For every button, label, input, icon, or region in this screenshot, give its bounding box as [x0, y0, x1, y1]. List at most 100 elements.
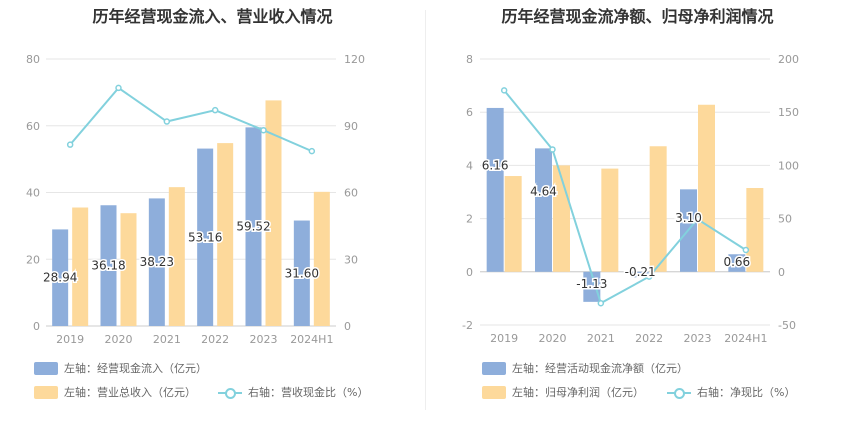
bar: [120, 213, 137, 326]
bar: [293, 220, 310, 326]
bar-data-label: 4.64: [530, 185, 557, 199]
line-point: [66, 141, 74, 148]
legend-label-net-cash-ratio: 右轴：净现比（%）: [697, 386, 796, 399]
bar: [52, 229, 69, 326]
legend-label-net-profit: 左轴：归母净利润（亿元）: [512, 386, 644, 399]
y-right-tick-label: 50: [778, 213, 792, 226]
bar-data-label: -1.13: [576, 277, 607, 291]
legend-item-net-cashflow[interactable]: 左轴：经营活动现金流净额（亿元）: [482, 360, 688, 376]
bar-data-label: 6.16: [482, 158, 509, 172]
y-left-tick-label: 80: [26, 53, 40, 66]
bar: [100, 205, 117, 326]
bar-data-label: 3.10: [675, 211, 702, 225]
bar: [746, 188, 764, 272]
bar: [631, 271, 649, 278]
bar: [583, 271, 601, 302]
x-tick-label: 2019: [490, 332, 518, 345]
legend-item-net-cash-ratio[interactable]: 右轴：净现比（%）: [667, 384, 795, 400]
legend-label-net-cashflow: 左轴：经营活动现金流净额（亿元）: [512, 362, 688, 375]
bar: [217, 143, 234, 326]
bar-data-label: 31.60: [285, 266, 319, 280]
line-point: [597, 299, 605, 307]
chart-svg: 0 20 40 60 80 0 30 60 90 120 2019 2020 2021 2022 2023 2…: [26, 53, 365, 346]
y-left-tick-label: 60: [26, 120, 40, 133]
bar: [535, 148, 552, 272]
line-point: [211, 106, 219, 114]
legend-swatch-cash-inflow: [34, 361, 58, 375]
legend-item-revenue[interactable]: 左轴：营业总收入（亿元）: [34, 384, 196, 400]
y-right-tick-label: 150: [778, 106, 799, 119]
line-point: [694, 215, 701, 223]
bar: [649, 146, 667, 272]
y-left-tick-label: 0: [33, 320, 40, 333]
y-right-tick-label: 0: [344, 320, 351, 333]
y-left-tick-label: 40: [26, 187, 40, 200]
bar: [504, 176, 522, 272]
legend-item-net-profit[interactable]: 左轴：归母净利润（亿元）: [482, 384, 644, 400]
y-right-tick-label: 90: [344, 120, 358, 133]
bar: [72, 207, 89, 326]
bar-data-label: 53.16: [188, 230, 222, 244]
legend-swatch-revenue: [34, 385, 58, 399]
chart-title: 历年经营现金流净额、归母净利润情况: [501, 7, 774, 26]
bar: [265, 100, 282, 326]
series-line: [69, 86, 313, 153]
x-tick-label: 2019: [56, 333, 84, 346]
legend-swatch-net-cashflow: [482, 361, 506, 375]
bar: [486, 107, 504, 272]
line-point: [115, 84, 122, 92]
bar: [245, 127, 262, 327]
x-tick-label: 2021: [153, 333, 181, 346]
y-left-tick-label: 4: [466, 159, 473, 172]
x-tick-label: 2021: [587, 332, 615, 345]
bar-data-label: 0.66: [723, 255, 750, 269]
legend-swatch-net-profit: [482, 385, 506, 399]
y-right-tick-label: 60: [344, 187, 358, 200]
bar: [728, 254, 746, 272]
x-tick-label: 2024H1: [724, 332, 767, 345]
line-point: [308, 147, 316, 155]
y-left-tick-label: -2: [462, 319, 473, 332]
line-point: [500, 87, 508, 94]
line-point: [163, 118, 171, 125]
bar-data-label: 36.18: [91, 259, 125, 273]
series-line: [503, 89, 747, 305]
bar: [197, 148, 214, 326]
x-tick-label: 2020: [105, 333, 133, 346]
y-right-tick-label: 0: [778, 266, 785, 279]
x-tick-label: 2022: [201, 333, 229, 346]
chart-panel-net-cashflow-profit: 历年经营现金流净额、归母净利润情况 -2 0 2 4 6 8 -50 0 50 100 150 200…: [425, 0, 850, 437]
legend-swatch-cash-ratio: [218, 386, 242, 399]
x-tick-label: 2024H1: [290, 333, 333, 346]
legend-label-cash-inflow: 左轴：经营现金流入（亿元）: [64, 362, 207, 375]
y-right-tick-label: -50: [778, 319, 796, 332]
line-point: [549, 146, 556, 153]
line-point: [645, 273, 653, 280]
legend-label-revenue: 左轴：营业总收入（亿元）: [64, 386, 196, 399]
y-left-tick-label: 2: [466, 213, 473, 226]
bar: [698, 104, 715, 272]
y-left-tick-label: 0: [466, 266, 473, 279]
bar-data-label: -0.21: [625, 265, 656, 279]
x-tick-label: 2023: [250, 333, 278, 346]
bar: [601, 168, 619, 272]
x-tick-label: 2020: [539, 332, 567, 345]
legend-item-cash-inflow[interactable]: 左轴：经营现金流入（亿元）: [34, 360, 207, 376]
bar-data-label: 28.94: [43, 271, 77, 285]
legend-item-cash-ratio[interactable]: 右轴：营收现金比（%）: [218, 384, 368, 400]
legend-label-cash-ratio: 右轴：营收现金比（%）: [248, 386, 369, 399]
y-right-tick-label: 200: [778, 53, 799, 66]
y-right-tick-label: 100: [778, 159, 799, 172]
x-tick-label: 2022: [635, 332, 663, 345]
bar: [168, 187, 185, 326]
bar: [148, 198, 165, 326]
line-point: [260, 126, 267, 134]
y-right-tick-label: 120: [344, 53, 365, 66]
bar-data-label: 59.52: [236, 220, 270, 234]
y-left-tick-label: 8: [466, 53, 473, 66]
bar-data-label: 38.23: [140, 255, 174, 269]
chart-title: 历年经营现金流入、营业收入情况: [92, 7, 333, 26]
y-right-tick-label: 30: [344, 253, 358, 266]
y-left-tick-label: 20: [26, 253, 40, 266]
legend-swatch-net-cash-ratio: [667, 386, 691, 399]
